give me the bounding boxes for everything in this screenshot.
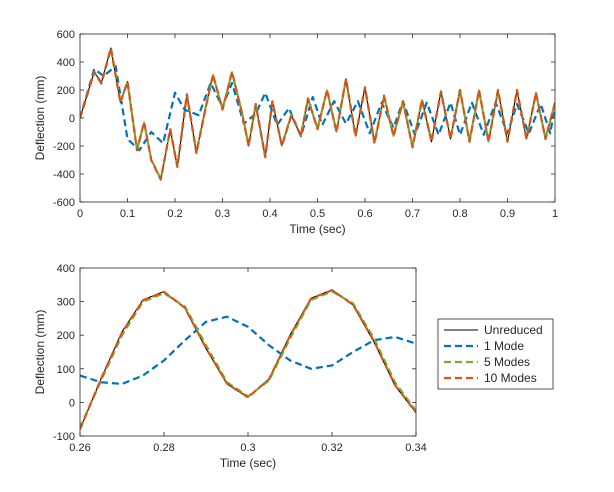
top-y-tick-label: 200	[57, 85, 75, 97]
legend-label-10-modes: 10 Modes	[484, 371, 537, 385]
bottom-x-tick-label: 0.32	[321, 442, 342, 454]
bottom-plot-area	[80, 268, 416, 436]
bottom-series-10-modes	[80, 289, 416, 430]
bottom-series-group	[80, 289, 416, 430]
chart-bottom: 0.26 0.28 0.3 0.32 0.34 -100 0 100 200 300 400 Time…	[33, 263, 427, 470]
bottom-x-axis-label: Time (sec)	[220, 456, 276, 470]
legend: Unreduced 1 Mode 5 Modes 10 Modes	[437, 318, 554, 390]
top-y-axis-label: Deflection (mm)	[33, 76, 47, 161]
top-x-tick-label: 0.2	[167, 208, 182, 220]
top-y-tick-label: 0	[69, 113, 75, 125]
top-x-tick-label: 0.9	[500, 208, 515, 220]
top-x-tick-label: 0.5	[310, 208, 325, 220]
bottom-y-tick-label: -100	[53, 431, 75, 443]
top-x-tick-label: 0.8	[452, 208, 467, 220]
bottom-x-tick-label: 0.26	[69, 442, 90, 454]
top-y-tick-label: -400	[53, 169, 75, 181]
bottom-y-tick-label: 0	[69, 397, 75, 409]
top-x-axis-label: Time (sec)	[289, 222, 345, 236]
bottom-x-tick-label: 0.28	[153, 442, 174, 454]
bottom-y-tick-label: 200	[57, 330, 75, 342]
top-x-tick-label: 0.7	[405, 208, 420, 220]
bottom-series-1-mode	[80, 315, 416, 386]
top-series-1-mode	[80, 65, 555, 152]
top-x-tick-label: 0	[77, 208, 83, 220]
bottom-y-tick-label: 300	[57, 297, 75, 309]
top-y-tick-label: -600	[53, 197, 75, 209]
top-series-10-modes	[80, 46, 555, 181]
top-x-tick-label: 1	[552, 208, 558, 220]
legend-label-unreduced: Unreduced	[484, 323, 543, 337]
bottom-y-tick-label: 400	[57, 263, 75, 275]
legend-label-5-modes: 5 Modes	[484, 355, 530, 369]
bottom-y-axis-label: Deflection (mm)	[33, 310, 47, 395]
top-x-tick-label: 0.3	[215, 208, 230, 220]
bottom-x-tick-label: 0.34	[405, 442, 426, 454]
top-x-tick-label: 0.1	[120, 208, 135, 220]
top-x-tick-label: 0.4	[262, 208, 277, 220]
chart-top: 0 0.1 0.2 0.3 0.4 0.5 0.6 0.7 0.8 0.9 1 -600 -400 -20…	[33, 29, 558, 236]
legend-label-1-mode: 1 Mode	[484, 339, 524, 353]
top-y-tick-label: 400	[57, 57, 75, 69]
top-y-tick-label: 600	[57, 29, 75, 41]
bottom-y-tick-label: 100	[57, 364, 75, 376]
top-x-tick-label: 0.6	[357, 208, 372, 220]
top-y-tick-label: -200	[53, 141, 75, 153]
top-series-group	[80, 46, 555, 181]
bottom-x-tick-label: 0.3	[240, 442, 255, 454]
